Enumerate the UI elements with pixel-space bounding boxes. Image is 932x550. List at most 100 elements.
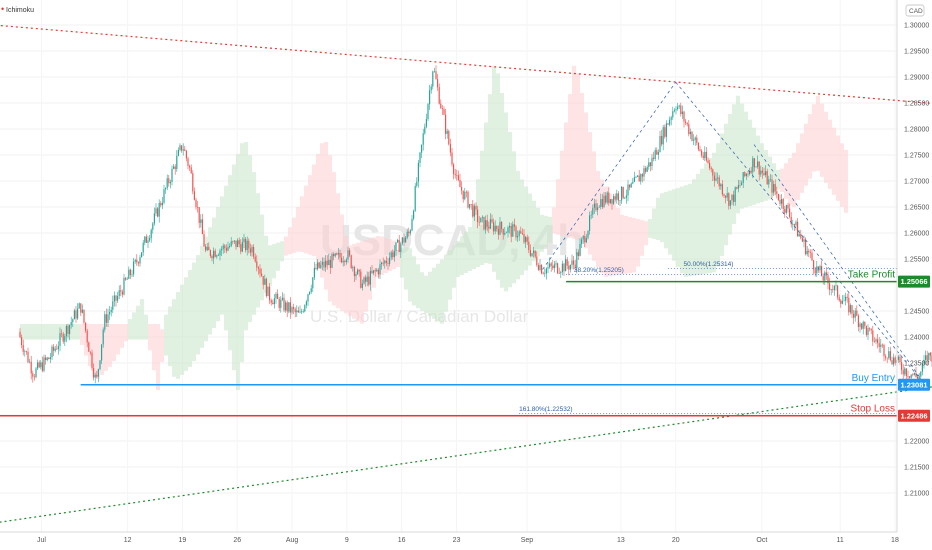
- candle-body: [605, 195, 607, 203]
- cloud-segment: [520, 179, 524, 276]
- currency-badge[interactable]: CAD: [905, 4, 925, 17]
- candle-body: [221, 249, 223, 251]
- candle-body: [328, 259, 330, 266]
- price-tag-label: 1.25066: [900, 277, 927, 286]
- drawing-lines: [0, 24, 932, 523]
- candle-body: [557, 263, 559, 274]
- candle-body: [797, 221, 799, 237]
- cloud-segment: [236, 153, 240, 391]
- candle-body: [505, 232, 507, 234]
- candle-body: [624, 197, 626, 199]
- time-axis[interactable]: Jul121926Aug91623Sep1320Oct111825Nov8: [37, 537, 932, 544]
- candle-body: [888, 351, 890, 359]
- candle-body: [528, 241, 530, 250]
- candle-body: [70, 322, 72, 325]
- cloud-segment: [228, 175, 232, 351]
- cloud-segment: [764, 149, 768, 201]
- candle-body: [81, 309, 83, 313]
- candle-body: [800, 234, 802, 238]
- candle-body: [472, 204, 474, 217]
- candle-body: [445, 114, 447, 134]
- cloud-segment: [728, 113, 732, 235]
- candle-body: [377, 269, 379, 275]
- candle-body: [653, 157, 655, 159]
- cloud-segment: [404, 247, 408, 290]
- cloud-segment: [88, 324, 92, 367]
- candle-body: [637, 175, 639, 177]
- candle-body: [785, 205, 787, 213]
- candle-body: [872, 330, 874, 342]
- candle-body: [489, 219, 491, 229]
- candle-body: [541, 265, 543, 274]
- candle-body: [104, 314, 106, 330]
- candle-body: [424, 126, 426, 134]
- cloud-segment: [772, 163, 776, 195]
- candle-body: [912, 374, 914, 376]
- candle-body: [405, 237, 407, 243]
- candle-body: [166, 178, 168, 189]
- cloud-segment: [380, 236, 384, 275]
- candle-body: [190, 167, 192, 174]
- candle-body: [249, 248, 251, 253]
- candle-body: [449, 144, 451, 153]
- cloud-segment: [820, 103, 824, 177]
- candle-body: [558, 273, 560, 274]
- candle-body: [395, 242, 397, 251]
- candle-body: [358, 269, 360, 272]
- price-tick-label: 1.24000: [904, 335, 929, 342]
- candle-body: [686, 122, 688, 125]
- cloud-segment: [784, 163, 788, 199]
- candle-body: [723, 194, 725, 196]
- cloud-segment: [212, 217, 216, 328]
- candle-body: [360, 271, 362, 288]
- candle-body: [867, 328, 869, 335]
- candle-body: [385, 260, 387, 263]
- candle-body: [801, 237, 803, 242]
- cloud-segment: [352, 243, 356, 319]
- candle-body: [563, 263, 565, 272]
- cloud-segment: [800, 133, 804, 193]
- candle-body: [225, 248, 227, 251]
- time-tick-label: 12: [124, 537, 132, 544]
- cloud-segment: [608, 193, 612, 277]
- candle-body: [523, 234, 525, 243]
- candle-body: [680, 105, 682, 115]
- candle-body: [894, 357, 896, 363]
- cloud-segment: [76, 324, 80, 340]
- cloud-segment: [692, 179, 696, 276]
- cloud-segment: [436, 263, 440, 322]
- indicator-legend[interactable]: • Ichimoku: [1, 4, 34, 14]
- candle-body: [182, 149, 184, 151]
- candle-body: [206, 246, 208, 251]
- candle-body: [440, 103, 442, 109]
- candle-body: [784, 208, 786, 213]
- candle-body: [203, 234, 205, 247]
- cloud-segment: [20, 324, 24, 340]
- cloud-segment: [240, 143, 244, 363]
- candle-body: [814, 269, 816, 274]
- candle-body: [280, 299, 282, 308]
- cloud-segment: [300, 196, 304, 253]
- price-tag-label: 1.22486: [900, 411, 927, 420]
- candle-body: [238, 240, 240, 245]
- candle-body: [235, 240, 237, 247]
- candle-body: [184, 149, 186, 151]
- candle-body: [248, 240, 250, 249]
- candle-body: [344, 260, 346, 263]
- candle-body: [454, 173, 456, 176]
- candle-body: [464, 191, 466, 200]
- cloud-segment: [48, 324, 52, 340]
- candle-body: [822, 276, 824, 281]
- candle-body: [854, 310, 856, 318]
- candle-body: [361, 283, 363, 288]
- candle-body: [25, 351, 27, 352]
- candle-body: [787, 205, 789, 209]
- candle-body: [781, 199, 783, 204]
- cloud-segment: [632, 217, 636, 273]
- cloud-segment: [684, 185, 688, 277]
- cloud-segment: [540, 214, 544, 252]
- candle-body: [150, 229, 152, 239]
- candle-body: [261, 273, 263, 277]
